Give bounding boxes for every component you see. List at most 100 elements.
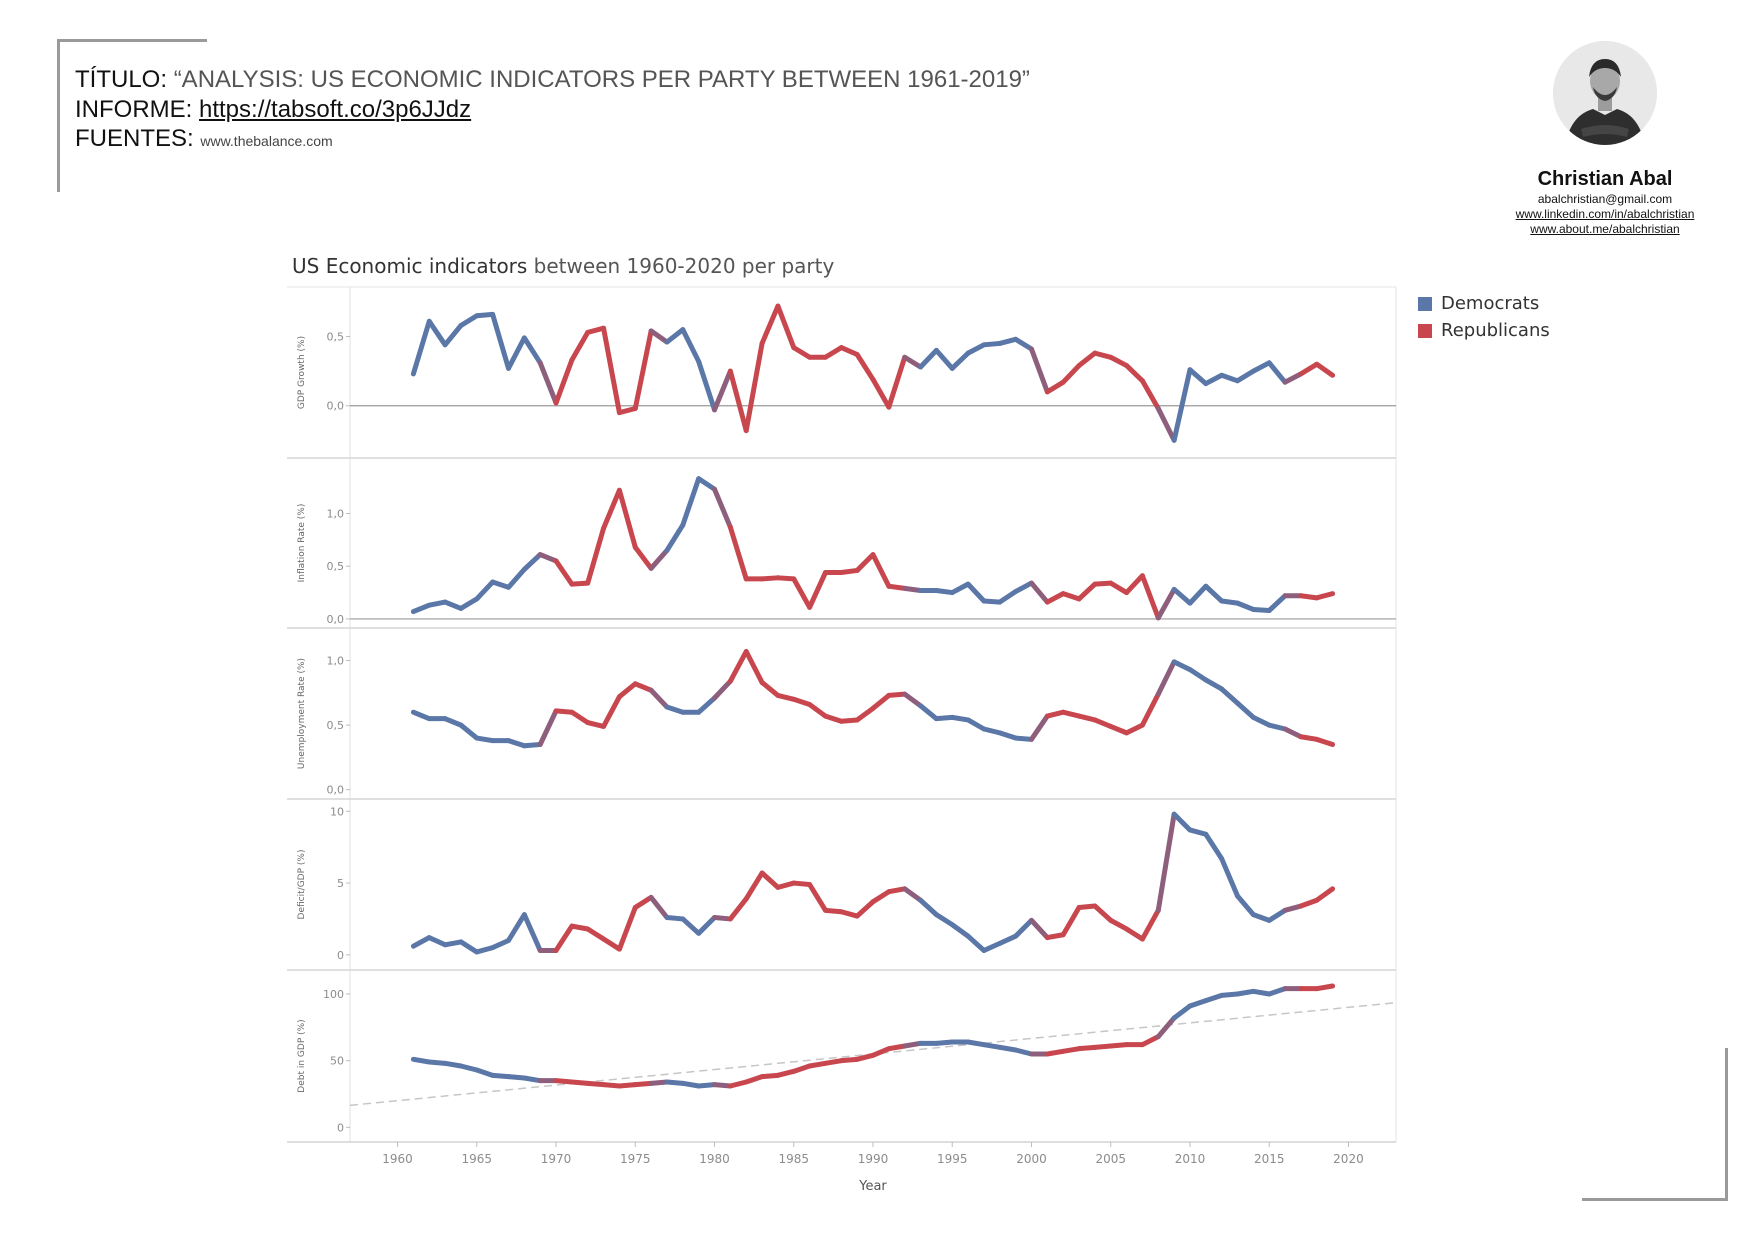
line-segment [474, 945, 496, 955]
panel-y-label: Deficit/GDP (%) [297, 850, 307, 920]
line-segment [474, 311, 496, 319]
line-segment [902, 354, 924, 370]
frame-corner-top-left [57, 39, 207, 192]
line-segment [410, 602, 432, 615]
line-segment [854, 1052, 876, 1062]
line-segment [870, 889, 892, 905]
line-segment [537, 360, 559, 406]
line-segment [1187, 998, 1209, 1009]
line-segment [442, 716, 464, 728]
line-segment [1250, 360, 1272, 374]
line-segment [442, 1060, 464, 1069]
report-link[interactable]: https://tabsoft.co/3p6JJdz [199, 96, 472, 123]
author-email: abalchristian@gmail.com [1537, 192, 1673, 206]
line-segment [1171, 1003, 1193, 1021]
line-segment [616, 1082, 638, 1089]
line-segment [759, 680, 781, 698]
line-segment [933, 587, 955, 596]
author-linkedin[interactable]: www.linkedin.com/in/abalchristian [1515, 207, 1695, 221]
line-segment [1203, 831, 1225, 862]
sources-value: www.thebalance.com [200, 133, 333, 149]
line-segment [521, 1075, 543, 1084]
line-segment [1124, 722, 1145, 736]
line-segment [997, 730, 1019, 741]
line-segment [664, 1079, 686, 1086]
line-segment [822, 345, 844, 360]
line-segment [1187, 827, 1209, 837]
line-segment [822, 1058, 844, 1066]
line-segment [838, 909, 860, 919]
line-segment [870, 1046, 892, 1058]
line-segment [822, 907, 844, 915]
line-segment [1203, 677, 1225, 692]
line-segment [933, 714, 955, 722]
line-segment [822, 713, 844, 724]
line-segment [870, 552, 892, 589]
line-segment [696, 1082, 718, 1089]
line-segment [1092, 717, 1114, 729]
line-segment [1298, 734, 1320, 742]
line-segment [553, 357, 575, 406]
line-segment [1139, 907, 1161, 942]
line-segment [838, 567, 860, 576]
line-segment [1314, 591, 1336, 601]
legend-swatch [1418, 296, 1432, 311]
line-segment [1028, 346, 1050, 395]
x-tick-label: 1970 [541, 1152, 572, 1166]
line-segment [1235, 368, 1256, 384]
line-segment [1076, 581, 1098, 602]
line-segment [981, 598, 1003, 605]
line-segment [791, 576, 813, 610]
line-segment [949, 350, 971, 371]
line-segment [601, 1082, 622, 1089]
line-segment [1314, 983, 1336, 992]
line-segment [601, 325, 622, 416]
line-segment [743, 870, 765, 902]
line-segment [696, 695, 718, 715]
line-segment [490, 1072, 511, 1080]
author-about[interactable]: www.about.me/abalchristian [1530, 222, 1680, 236]
line-segment [1266, 907, 1288, 923]
line-segment [997, 1044, 1019, 1053]
x-tick-label: 1960 [382, 1152, 413, 1166]
line-segment [759, 303, 781, 346]
line-segment [965, 1039, 987, 1048]
line-segment [505, 912, 527, 943]
line-segment [1155, 1015, 1177, 1040]
line-segment [997, 336, 1019, 346]
panel-y-label: GDP Growth (%) [297, 336, 307, 409]
line-segment [775, 880, 797, 890]
line-segment [727, 524, 749, 582]
line-segment [696, 915, 718, 936]
line-segment [442, 599, 464, 611]
line-segment [1076, 713, 1098, 723]
line-segment [426, 1059, 448, 1066]
line-segment [1250, 714, 1272, 728]
line-segment [997, 933, 1019, 946]
line-segment [1219, 856, 1241, 899]
line-segment [632, 1080, 654, 1088]
line-segment [1076, 1044, 1098, 1052]
line-segment [680, 1080, 702, 1089]
line-segment [1044, 932, 1066, 941]
legend-swatch [1418, 323, 1432, 338]
title-value: “ANALYSIS: US ECONOMIC INDICATORS PER PA… [173, 66, 1030, 93]
line-segment [1314, 361, 1336, 378]
y-tick-label: 10 [330, 805, 344, 818]
chart-title: US Economic indicators between 1960-2020… [292, 254, 834, 278]
line-segment [1060, 363, 1082, 385]
x-tick-label: 1980 [699, 1152, 730, 1166]
line-segment [521, 335, 543, 366]
line-segment [664, 327, 686, 345]
line-segment [1013, 735, 1034, 742]
line-segment [918, 703, 939, 722]
line-segment [965, 581, 987, 604]
line-segment [1108, 723, 1130, 736]
line-segment [886, 886, 908, 895]
line-segment [775, 575, 797, 582]
line-segment [1219, 991, 1241, 998]
line-segment [1044, 591, 1066, 605]
line-segment [743, 649, 765, 685]
line-segment [902, 691, 924, 709]
line-segment [1108, 1042, 1130, 1049]
